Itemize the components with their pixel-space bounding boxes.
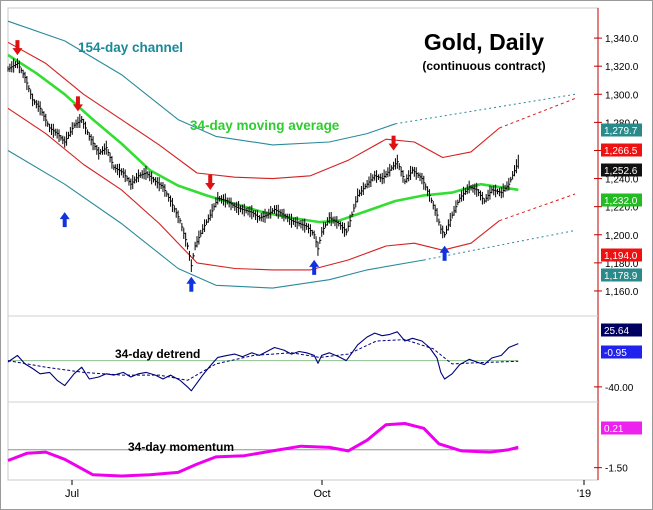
last-value-detrend-average-box bbox=[601, 345, 642, 359]
band-lower-line bbox=[7, 107, 500, 271]
last-value-channel-upper-box bbox=[601, 123, 642, 137]
up-arrow-0-head bbox=[59, 212, 70, 220]
last-value-band-lower-text: 1,194.0 bbox=[604, 251, 638, 262]
price-y-tick-label-7: 1,200.0 bbox=[605, 231, 639, 242]
down-arrow-2-shaft bbox=[208, 175, 213, 184]
arrow-markers bbox=[12, 40, 450, 292]
last-value-momentum: 0.21 bbox=[601, 421, 642, 435]
price-y-tick-label-6: 1,220.0 bbox=[605, 203, 639, 214]
last-value-detrend-average: -0.95 bbox=[601, 345, 642, 359]
up-arrow-1-head bbox=[186, 276, 197, 284]
down-arrow-1-head bbox=[72, 104, 83, 112]
down-arrow-3-head bbox=[388, 143, 399, 151]
last-value-moving-average-box bbox=[601, 193, 642, 207]
band-lower-projection bbox=[499, 193, 576, 222]
plot-frame bbox=[7, 7, 599, 481]
last-value-band-upper-text: 1,266.5 bbox=[604, 146, 638, 157]
price-y-tick-label-8: 1,180.0 bbox=[605, 259, 639, 270]
x-tick-label-oct: Oct bbox=[313, 488, 330, 500]
down-arrow-0-head bbox=[12, 48, 23, 56]
down-arrow-3 bbox=[388, 135, 399, 151]
band-upper-line bbox=[7, 41, 500, 180]
price-y-tick-label-1: 1,320.0 bbox=[605, 62, 639, 73]
up-arrow-1-shaft bbox=[189, 282, 194, 292]
down-arrow-0-shaft bbox=[15, 40, 20, 50]
series-layer bbox=[7, 20, 576, 478]
momentum-y-tick-label: -1.50 bbox=[605, 464, 628, 475]
price-y-tick-label-5: 1,240.0 bbox=[605, 175, 639, 186]
channel-upper-projection bbox=[395, 93, 576, 125]
last-value-channel-upper-text: 1,279.7 bbox=[604, 126, 638, 137]
channel-lower-line bbox=[7, 150, 424, 289]
last-value-detrend: 25.64 bbox=[601, 323, 642, 337]
up-arrow-2-shaft bbox=[312, 265, 317, 275]
x-tick-label-jul: Jul bbox=[65, 488, 79, 500]
last-value-moving-average-text: 1,232.0 bbox=[604, 196, 638, 207]
last-value-band-upper: 1,266.5 bbox=[601, 143, 642, 157]
last-value-momentum-box bbox=[601, 421, 642, 435]
momentum-annotation: 34-day momentum bbox=[128, 440, 234, 454]
down-arrow-1 bbox=[72, 96, 83, 112]
down-arrow-3-shaft bbox=[391, 135, 396, 145]
last-value-band-lower-box bbox=[601, 248, 642, 262]
price-y-tick-label-0: 1,340.0 bbox=[605, 34, 639, 45]
down-arrow-1-shaft bbox=[75, 96, 80, 106]
up-arrow-3-shaft bbox=[442, 251, 447, 261]
last-value-band-lower: 1,194.0 bbox=[601, 248, 642, 262]
detrend-annotation: 34-day detrend bbox=[115, 347, 200, 361]
price-axis: 1,340.01,320.01,300.01,280.01,260.01,240… bbox=[71, 34, 642, 485]
channel-annotation: 154-day channel bbox=[78, 40, 183, 55]
last-value-price: 1,252.6 bbox=[601, 163, 642, 177]
momentum-line bbox=[7, 422, 519, 478]
last-value-channel-lower: 1,178.9 bbox=[601, 268, 642, 282]
last-value-detrend-box bbox=[601, 323, 642, 337]
price-bars bbox=[7, 58, 519, 272]
last-value-channel-upper: 1,279.7 bbox=[601, 123, 642, 137]
band-upper-projection bbox=[499, 98, 576, 129]
last-value-moving-average: 1,232.0 bbox=[601, 193, 642, 207]
detrend-y-tick-label: -40.00 bbox=[605, 383, 634, 394]
chart-subtitle: (continuous contract) bbox=[422, 59, 545, 73]
up-arrow-2 bbox=[309, 259, 320, 275]
price-y-tick-label-2: 1,300.0 bbox=[605, 90, 639, 101]
down-arrow-2-head bbox=[205, 183, 216, 190]
last-value-channel-lower-box bbox=[601, 268, 642, 282]
down-arrow-2 bbox=[205, 175, 216, 190]
up-arrow-1 bbox=[186, 276, 197, 292]
last-value-momentum-text: 0.21 bbox=[604, 424, 624, 435]
last-value-detrend-average-text: -0.95 bbox=[604, 348, 627, 359]
chart-title: Gold, Daily bbox=[424, 29, 544, 55]
last-value-band-upper-box bbox=[601, 143, 642, 157]
moving-average-annotation: 34-day moving average bbox=[190, 118, 340, 133]
channel-lower-projection bbox=[423, 230, 576, 261]
down-arrow-0 bbox=[12, 40, 23, 56]
up-arrow-3-head bbox=[439, 245, 450, 253]
up-arrow-3 bbox=[439, 245, 450, 261]
price-y-tick-label-9: 1,160.0 bbox=[605, 287, 639, 298]
detrend-line bbox=[7, 331, 519, 392]
last-value-channel-lower-text: 1,178.9 bbox=[604, 271, 638, 282]
up-arrow-2-head bbox=[309, 259, 320, 267]
grid-lines bbox=[8, 360, 518, 451]
last-value-price-text: 1,252.6 bbox=[604, 166, 638, 177]
up-arrow-0-shaft bbox=[62, 218, 67, 228]
up-arrow-0 bbox=[59, 212, 70, 228]
channel-upper-line bbox=[7, 20, 396, 146]
last-value-detrend-text: 25.64 bbox=[604, 326, 629, 337]
x-tick-label-19: '19 bbox=[577, 488, 591, 500]
last-value-price-box bbox=[601, 163, 642, 177]
